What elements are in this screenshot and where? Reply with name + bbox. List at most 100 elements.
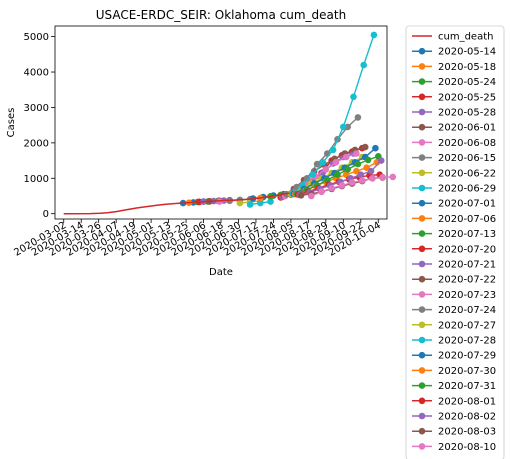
legend-label: cum_death xyxy=(438,32,493,43)
data-point xyxy=(236,199,244,207)
legend-marker xyxy=(418,260,426,268)
legend-marker xyxy=(418,93,426,101)
legend-entry: 2020-05-18 xyxy=(412,62,496,73)
data-point xyxy=(216,198,223,205)
legend-marker xyxy=(418,443,426,450)
legend-entry: 2020-07-23 xyxy=(412,290,496,301)
chart-title: USACE-ERDC_SEIR: Oklahoma cum_death xyxy=(96,8,346,22)
legend-marker xyxy=(418,184,426,192)
observed-line xyxy=(63,192,290,215)
legend-marker xyxy=(418,47,426,55)
legend-marker xyxy=(418,154,426,161)
data-point xyxy=(361,143,369,151)
y-tick-label: 0 xyxy=(43,209,49,220)
legend-box xyxy=(405,25,505,459)
legend-entry: 2020-08-03 xyxy=(412,427,496,438)
legend-entry: 2020-08-02 xyxy=(412,412,496,423)
data-point xyxy=(344,166,352,173)
legend-entry: 2020-06-22 xyxy=(412,168,496,179)
legend-entry: 2020-07-01 xyxy=(412,199,496,210)
legend-entry: cum_death xyxy=(412,32,493,43)
y-tick-label: 1000 xyxy=(24,174,49,185)
data-point xyxy=(338,182,346,189)
legend-label: 2020-05-28 xyxy=(438,108,496,119)
data-point xyxy=(340,123,347,131)
data-point xyxy=(313,160,321,168)
data-point xyxy=(357,171,365,178)
data-point xyxy=(297,192,305,199)
legend-marker xyxy=(418,336,426,344)
legend-marker xyxy=(418,63,426,70)
legend-marker xyxy=(418,139,426,146)
legend-marker xyxy=(418,382,426,389)
legend-marker xyxy=(418,230,426,237)
legend: cum_death 2020-05-14 2020-05-18 2020-05-24 2… xyxy=(405,25,505,459)
legend-entry: 2020-06-08 xyxy=(412,138,496,149)
legend-entry: 2020-07-24 xyxy=(412,305,496,316)
legend-entry: 2020-07-29 xyxy=(412,351,496,362)
legend-label: 2020-08-03 xyxy=(438,427,496,438)
legend-entry: 2020-07-28 xyxy=(412,336,496,347)
legend-label: 2020-07-30 xyxy=(438,366,496,377)
data-point xyxy=(354,160,362,168)
data-point xyxy=(364,156,372,164)
legend-marker xyxy=(418,291,426,298)
legend-marker xyxy=(418,108,426,116)
legend-entry: 2020-05-25 xyxy=(412,92,496,103)
data-point xyxy=(309,171,317,178)
data-point xyxy=(348,179,356,186)
data-point xyxy=(329,146,337,154)
legend-label: 2020-05-14 xyxy=(438,47,496,58)
y-axis-label: Cases xyxy=(6,108,17,138)
legend-label: 2020-06-29 xyxy=(438,184,496,195)
legend-marker xyxy=(418,78,426,85)
legend-marker xyxy=(418,427,426,435)
series-2020-08-10 xyxy=(308,173,397,200)
plot-area: 0100020003000400050002020-03-022020-03-1… xyxy=(12,25,397,259)
legend-entry: 2020-07-30 xyxy=(412,366,496,377)
legend-marker xyxy=(418,306,426,313)
legend-entry: 2020-07-31 xyxy=(412,381,496,392)
legend-entry: 2020-05-28 xyxy=(412,108,496,119)
legend-entry: 2020-08-01 xyxy=(412,396,496,407)
legend-label: 2020-05-25 xyxy=(438,92,496,103)
legend-entry: 2020-07-06 xyxy=(412,214,496,225)
legend-label: 2020-05-18 xyxy=(438,62,496,73)
legend-entry: 2020-06-29 xyxy=(412,184,496,195)
legend-label: 2020-07-29 xyxy=(438,351,496,362)
data-point xyxy=(322,166,330,173)
legend-marker xyxy=(418,351,426,359)
legend-label: 2020-06-22 xyxy=(438,168,496,179)
data-point xyxy=(350,93,357,101)
legend-label: 2020-07-23 xyxy=(438,290,496,301)
legend-label: 2020-07-20 xyxy=(438,244,496,255)
data-point xyxy=(353,150,360,157)
data-point xyxy=(360,61,368,69)
legend-entry: 2020-07-13 xyxy=(412,229,496,240)
legend-entry: 2020-07-22 xyxy=(412,275,496,286)
legend-entry: 2020-06-01 xyxy=(412,123,496,134)
legend-entry: 2020-08-10 xyxy=(412,442,496,453)
legend-label: 2020-07-28 xyxy=(438,336,496,347)
data-point xyxy=(363,164,370,171)
legend-entry: 2020-05-24 xyxy=(412,77,496,88)
data-point xyxy=(257,199,264,207)
data-point xyxy=(353,167,360,175)
legend-entry: 2020-07-21 xyxy=(412,260,496,271)
data-point xyxy=(358,177,366,184)
y-tick-label: 2000 xyxy=(24,138,49,149)
data-point xyxy=(372,144,379,152)
data-point xyxy=(332,159,340,166)
y-tick-label: 3000 xyxy=(24,103,49,114)
series-2020-06-29 xyxy=(246,198,274,208)
legend-marker xyxy=(418,397,426,405)
legend-label: 2020-07-06 xyxy=(438,214,496,225)
legend-label: 2020-06-15 xyxy=(438,153,496,164)
data-point xyxy=(389,173,397,181)
legend-label: 2020-07-24 xyxy=(438,305,496,316)
legend-marker xyxy=(418,275,426,283)
legend-label: 2020-06-01 xyxy=(438,123,496,134)
legend-entry: 2020-07-20 xyxy=(412,244,496,255)
legend-label: 2020-08-02 xyxy=(438,412,496,423)
legend-marker xyxy=(418,321,426,329)
